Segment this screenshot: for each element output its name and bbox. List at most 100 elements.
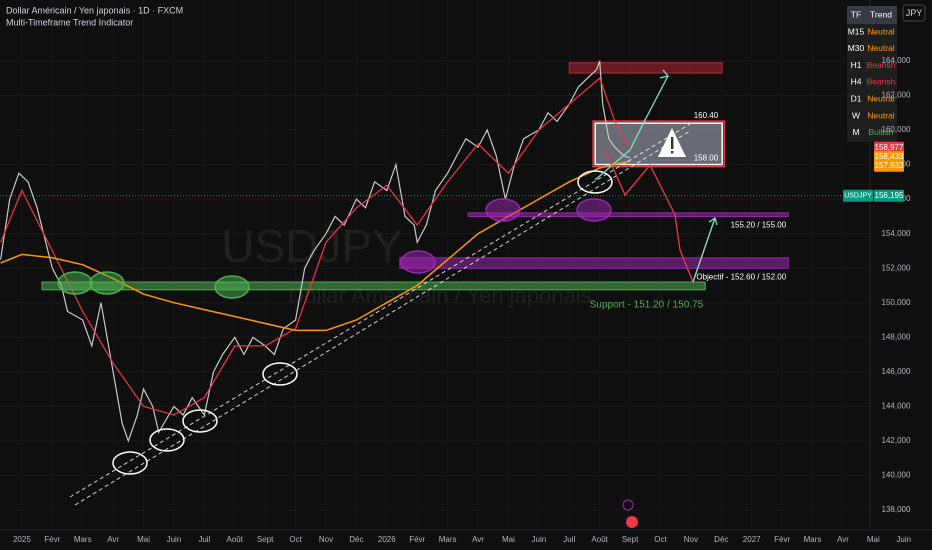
x-tick-label: Déc xyxy=(714,535,728,544)
table-trend: Bullish xyxy=(868,127,893,137)
x-tick-label: Avr xyxy=(472,535,484,544)
ellipse xyxy=(57,271,93,295)
ellipse xyxy=(577,170,613,194)
x-tick-label: Avr xyxy=(107,535,119,544)
table-trend: Neutral xyxy=(867,26,895,36)
table-tf: M15 xyxy=(848,26,865,36)
y-tick-label: 148,000 xyxy=(882,332,911,341)
table-tf: H4 xyxy=(851,77,862,87)
x-tick-label: Nov xyxy=(684,535,698,544)
x-tick-label: Févr xyxy=(409,535,425,544)
x-tick-label: 2027 xyxy=(743,535,761,544)
x-tick-label: Mai xyxy=(137,535,150,544)
table-header: TF xyxy=(851,9,861,19)
x-tick-label: Déc xyxy=(349,535,363,544)
price-tag-label: 158,433 xyxy=(875,152,904,161)
watermark: USDJPY xyxy=(221,220,402,272)
table-trend: Bearish xyxy=(867,77,896,87)
y-tick-label: 152,000 xyxy=(882,263,911,272)
ellipse xyxy=(576,198,612,222)
currency-label[interactable]: JPY xyxy=(906,8,923,18)
table-tf: H1 xyxy=(851,60,862,70)
x-tick-label: Mai xyxy=(502,535,515,544)
table-bg xyxy=(847,6,897,142)
x-tick-label: Mai xyxy=(867,535,880,544)
zone-frame xyxy=(592,120,725,168)
price-tag-label: 156,195 xyxy=(875,191,904,200)
zone-label: 160.40 xyxy=(694,111,719,120)
x-tick-label: Mars xyxy=(74,535,92,544)
table-trend: Neutral xyxy=(867,43,895,53)
y-tick-label: 162,000 xyxy=(882,91,911,100)
x-tick-label: Sept xyxy=(622,535,639,544)
x-tick-label: Juin xyxy=(532,535,547,544)
warning-bar xyxy=(671,137,674,149)
ellipse xyxy=(485,198,521,222)
zone-label: 155.20 / 155.00 xyxy=(731,220,787,229)
ellipse xyxy=(89,271,125,295)
zone xyxy=(594,122,723,166)
series-line xyxy=(0,60,631,443)
x-tick-label: Juin xyxy=(167,535,182,544)
plot: 160.40 158.00 155.20 / 155.00 Objectif - 15… xyxy=(0,60,870,511)
arrow-head xyxy=(659,69,670,79)
subtitle: Multi-Timeframe Trend Indicator xyxy=(6,17,133,27)
table-tf: M30 xyxy=(848,43,865,53)
y-tick-label: 138,000 xyxy=(882,505,911,514)
table-header-bg xyxy=(847,6,897,24)
series-line xyxy=(0,160,631,332)
ellipse xyxy=(214,275,250,299)
title: Dollar Américain / Yen japonais · 1D · F… xyxy=(6,5,183,15)
warning-dot xyxy=(671,151,674,154)
table-tf: M xyxy=(852,127,859,137)
y-tick-label: 150,000 xyxy=(882,298,911,307)
projection xyxy=(594,69,718,284)
ellipse xyxy=(182,409,218,433)
price-tag-label: 157,933 xyxy=(875,161,904,170)
table-tf: D1 xyxy=(851,93,862,103)
event-icons xyxy=(622,499,638,528)
price-tag-label: 158,977 xyxy=(875,143,904,152)
warning-icon xyxy=(658,128,686,157)
table-trend: Bearish xyxy=(867,60,896,70)
table-header: Trend xyxy=(870,9,892,19)
series-line xyxy=(0,77,631,416)
x-tick-label: 2026 xyxy=(378,535,396,544)
ellipse xyxy=(149,428,185,452)
x-tick-label: Nov xyxy=(319,535,333,544)
table-tf: W xyxy=(852,110,860,120)
price-tag xyxy=(874,141,904,154)
y-tick-label: 154,000 xyxy=(882,229,911,238)
price-tag xyxy=(874,159,904,172)
symbol-tag-label: USDJPY xyxy=(844,193,872,200)
table-trend: Neutral xyxy=(867,110,895,120)
ellipse xyxy=(262,362,298,386)
zone xyxy=(568,62,723,74)
x-tick-label: Oct xyxy=(289,535,302,544)
zone-label: Objectif - 152.60 / 152.00 xyxy=(696,272,786,281)
x-tick-label: Févr xyxy=(44,535,60,544)
x-tick-label: Oct xyxy=(654,535,667,544)
y-tick-label: 142,000 xyxy=(882,436,911,445)
trendlines xyxy=(69,123,691,506)
x-tick-label: 2025 xyxy=(13,535,31,544)
arrow-head xyxy=(708,216,718,226)
trendline xyxy=(74,130,691,506)
y-tick-label: 164,000 xyxy=(882,56,911,65)
trendline xyxy=(69,123,691,498)
y-tick-label: 140,000 xyxy=(882,471,911,480)
zone-label: Support - 151.20 / 150.75 xyxy=(590,299,704,310)
x-tick-label: Mars xyxy=(804,535,822,544)
zone-label: 158.00 xyxy=(694,154,719,163)
x-tick-label: Avr xyxy=(837,535,849,544)
ellipse xyxy=(400,250,436,274)
y-tick-label: 146,000 xyxy=(882,367,911,376)
x-tick-label: Août xyxy=(591,535,608,544)
x-tick-label: Mars xyxy=(439,535,457,544)
price-tag xyxy=(874,189,904,202)
table-trend: Neutral xyxy=(867,93,895,103)
x-tick-label: Sept xyxy=(257,535,274,544)
y-tick-label: 160,000 xyxy=(882,125,911,134)
currency-button[interactable] xyxy=(902,4,926,22)
